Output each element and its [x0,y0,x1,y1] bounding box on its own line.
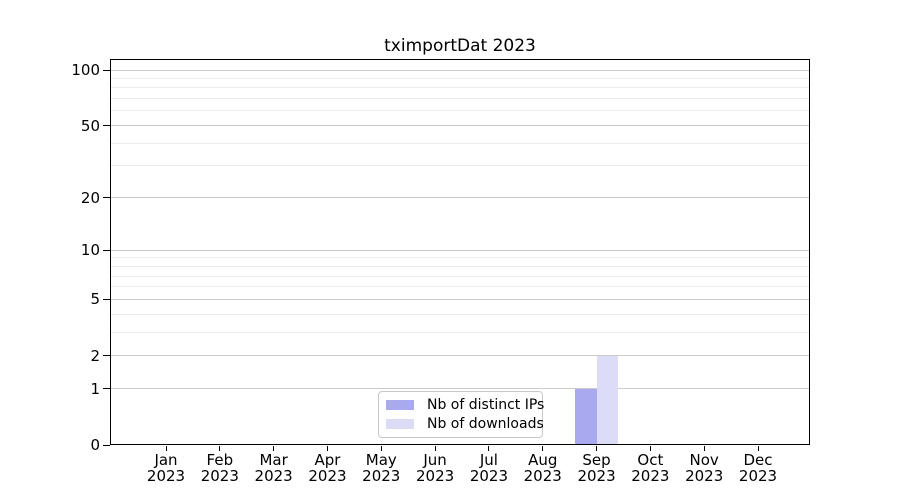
x-axis-tick-mark [434,446,436,451]
plot-frame [110,59,810,445]
x-tick-month: Jun [423,451,447,469]
y-tick-label: 100 [71,61,100,79]
y-tick-label: 50 [80,116,100,135]
x-tick-year: 2023 [254,467,293,485]
x-axis-tick-mark [219,446,221,451]
x-tick-year: 2023 [308,467,347,485]
y-axis-tick-mark [103,125,110,127]
legend-swatch-distinct-ips [386,400,414,410]
x-tick-year: 2023 [523,467,562,485]
gridline-minor [111,110,809,112]
x-axis-tick-mark [649,446,651,451]
x-axis-tick-mark [273,446,275,451]
x-tick-label: Aug 2023 [511,452,575,484]
x-tick-label: Apr 2023 [295,452,359,484]
x-tick-label: Mar 2023 [242,452,306,484]
x-axis-tick-mark [757,446,759,451]
x-axis-tick-mark [488,446,490,451]
x-tick-year: 2023 [738,467,778,485]
gridline-minor [111,286,809,288]
y-tick-label: 20 [80,188,100,207]
legend: Nb of distinct IPs Nb of downloads [378,391,544,438]
x-tick-label: Jan 2023 [134,452,198,484]
x-tick-month: Jan [154,451,178,469]
x-tick-label: Dec 2023 [726,452,790,484]
x-tick-year: 2023 [415,467,455,485]
bar-downloads [596,355,619,444]
y-axis-tick-mark [103,444,110,446]
y-axis-tick-mark [103,298,110,300]
gridline-major [111,355,809,357]
gridline-minor [111,275,809,277]
legend-row-distinct-ips: Nb of distinct IPs [386,397,544,413]
y-tick-label: 1 [90,379,100,398]
chart-title: tximportDat 2023 [384,36,536,56]
x-axis-tick-mark [380,446,382,451]
x-tick-month: Feb [206,451,234,469]
y-tick-label: 0 [90,436,100,454]
x-tick-month: Sep [582,451,611,469]
gridline-minor [111,142,809,144]
y-tick-label: 2 [90,346,100,365]
x-tick-year: 2023 [146,467,186,485]
x-tick-month: May [365,451,397,469]
x-tick-label: Jun 2023 [403,452,467,484]
gridline-minor [111,265,809,267]
gridline-minor [111,98,809,100]
x-tick-label: Sep 2023 [565,452,629,484]
x-tick-month: Aug [528,451,558,469]
gridline-minor [111,257,809,259]
gridline-major [111,197,809,199]
legend-label-distinct-ips: Nb of distinct IPs [427,397,545,413]
gridline-major [111,69,809,71]
gridline-major [111,298,809,300]
gridline-major [111,388,809,390]
x-tick-label: Nov 2023 [672,452,736,484]
gridline-minor [111,77,809,79]
x-tick-month: Nov [689,451,719,469]
x-axis-tick-mark [596,446,598,451]
x-tick-month: Apr [314,451,341,469]
x-tick-label: May 2023 [349,452,413,484]
legend-label-downloads: Nb of downloads [427,416,544,432]
x-tick-year: 2023 [577,467,616,485]
gridline-minor [111,313,809,315]
x-tick-month: Dec [743,451,773,469]
y-axis-tick-mark [103,388,110,390]
legend-swatch-downloads [386,419,414,429]
x-axis-tick-mark [326,446,328,451]
x-axis-tick-mark [165,446,167,451]
x-tick-year: 2023 [362,467,401,485]
gridline-major [111,125,809,127]
x-tick-label: Oct 2023 [618,452,682,484]
x-axis-tick-mark [542,446,544,451]
gridline-minor [111,87,809,89]
y-axis-tick-mark [103,197,110,199]
x-tick-year: 2023 [469,467,508,485]
gridline-minor [111,331,809,333]
x-tick-month: Jul [479,451,498,469]
y-axis-tick-mark [103,249,110,251]
x-tick-year: 2023 [685,467,724,485]
bar-distinct-ips [575,388,597,444]
y-tick-label: 5 [90,290,100,309]
x-axis-tick-mark [703,446,705,451]
y-axis-tick-mark [103,69,110,71]
legend-row-downloads: Nb of downloads [386,416,544,432]
gridline-minor [111,165,809,167]
x-tick-year: 2023 [200,467,239,485]
x-tick-month: Mar [259,451,288,469]
x-tick-month: Oct [637,451,664,469]
y-axis-tick-mark [103,355,110,357]
x-tick-label: Jul 2023 [457,452,521,484]
y-tick-label: 10 [80,241,100,260]
x-tick-label: Feb 2023 [188,452,252,484]
x-tick-year: 2023 [631,467,670,485]
gridline-major [111,249,809,251]
